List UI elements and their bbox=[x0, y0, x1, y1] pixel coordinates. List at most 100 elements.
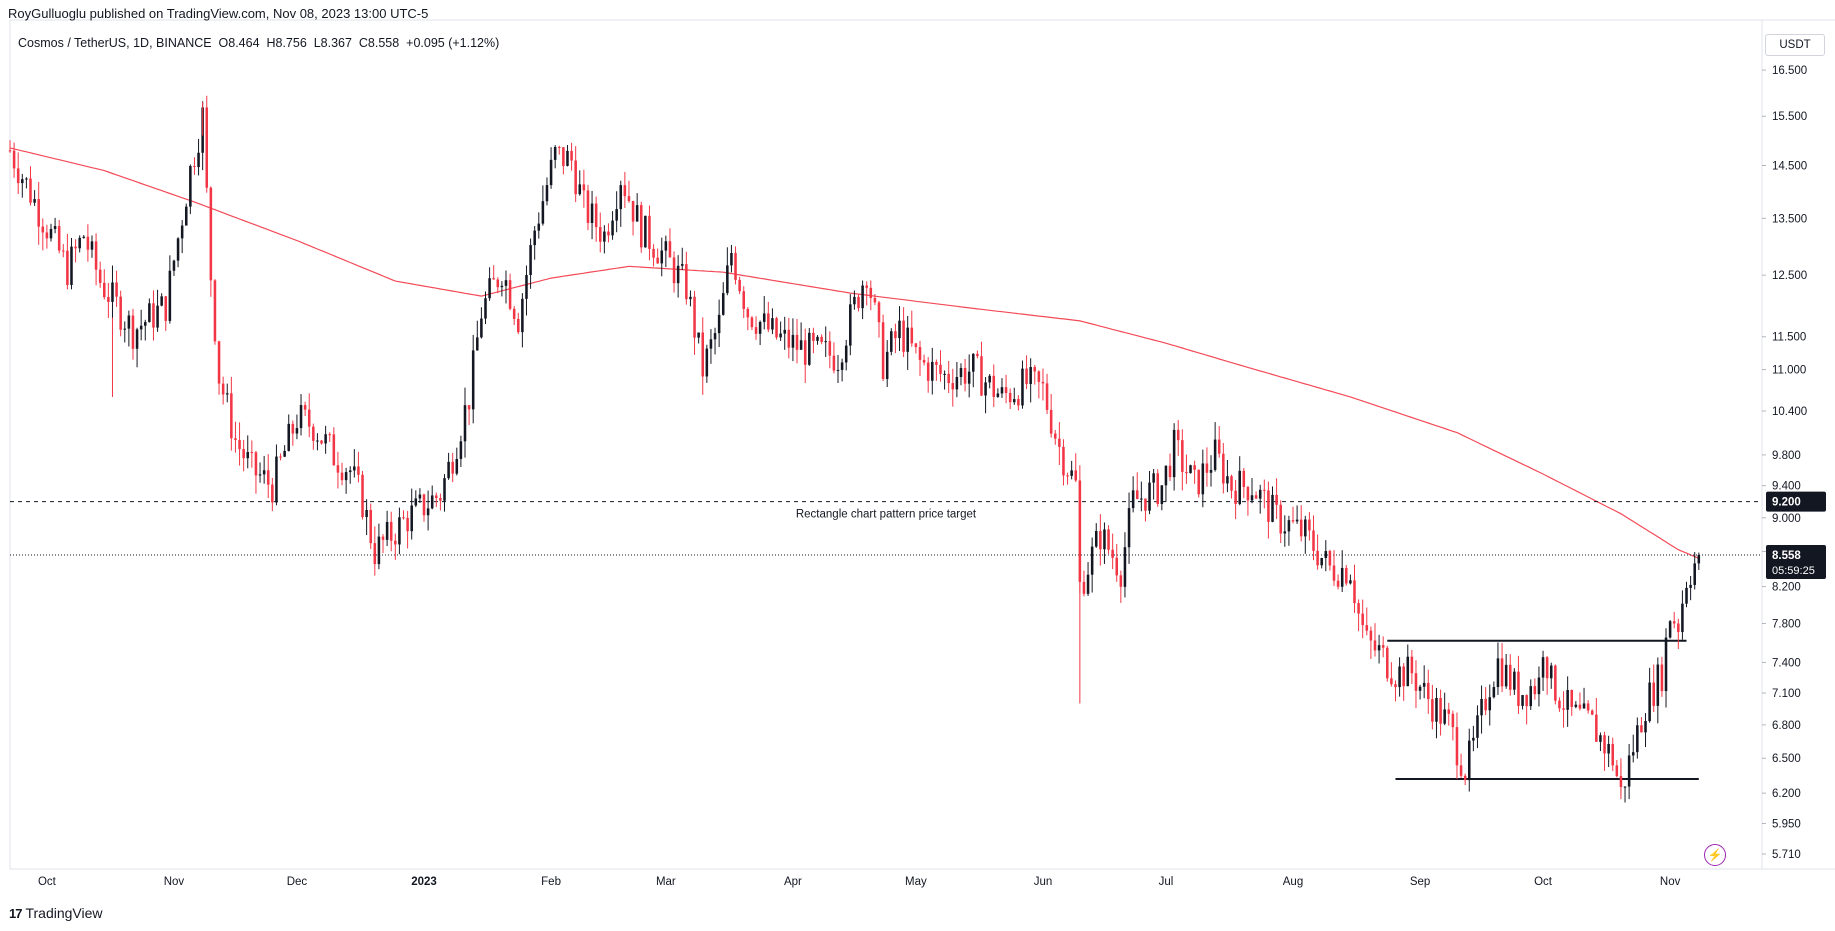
candle-up bbox=[1537, 677, 1541, 695]
candle-down bbox=[492, 278, 495, 280]
candle-down bbox=[1603, 735, 1606, 754]
candle-up bbox=[1693, 563, 1696, 585]
candle-down bbox=[877, 302, 881, 323]
candle-down bbox=[205, 107, 209, 188]
candle-up bbox=[578, 184, 582, 195]
candle-down bbox=[1660, 664, 1664, 692]
candle-up bbox=[955, 377, 959, 390]
candle-up bbox=[1070, 470, 1073, 476]
candle-down bbox=[1611, 743, 1615, 766]
candle-down bbox=[402, 517, 405, 519]
candle-down bbox=[1677, 623, 1680, 633]
candle-up bbox=[1090, 546, 1094, 575]
candle-down bbox=[94, 241, 98, 270]
candle-down bbox=[16, 168, 20, 184]
candle-down bbox=[750, 317, 754, 328]
candle-down bbox=[1176, 429, 1180, 441]
candle-down bbox=[254, 452, 258, 476]
candle-down bbox=[869, 287, 873, 298]
candle-down bbox=[574, 160, 577, 195]
price-axis[interactable]: 16.500 15.500 14.500 13.500 12.500 11.500 11.0… bbox=[1762, 65, 1807, 861]
candle-down bbox=[451, 461, 454, 474]
price-tick-label: 9.800 bbox=[1772, 450, 1801, 462]
candle-up bbox=[160, 296, 163, 306]
candle-down bbox=[1316, 550, 1319, 566]
candle-down bbox=[1004, 387, 1008, 394]
candle-down bbox=[1590, 710, 1594, 715]
time-tick-label: Mar bbox=[656, 876, 676, 888]
price-tick-label: 10.400 bbox=[1772, 406, 1807, 418]
candle-down bbox=[1119, 575, 1123, 587]
currency-button[interactable]: USDT bbox=[1765, 34, 1825, 56]
candle-down bbox=[435, 495, 438, 499]
candle-down bbox=[381, 536, 385, 540]
candle-down bbox=[1353, 580, 1356, 604]
candle-up bbox=[455, 458, 459, 474]
candle-up bbox=[984, 382, 987, 396]
time-tick-label: Feb bbox=[541, 876, 561, 888]
candle-down bbox=[1275, 494, 1278, 505]
candle-down bbox=[1332, 565, 1336, 581]
candle-up bbox=[1295, 519, 1299, 522]
candle-up bbox=[1472, 737, 1475, 741]
candle-up bbox=[721, 293, 725, 315]
candle-down bbox=[29, 178, 32, 203]
candle-up bbox=[533, 230, 536, 246]
candle-up bbox=[1529, 686, 1533, 707]
candle-down bbox=[631, 201, 635, 222]
candle-down bbox=[910, 327, 914, 344]
tradingview-logo[interactable]: 17 TradingView bbox=[9, 905, 103, 921]
candle-down bbox=[832, 355, 836, 371]
price-tick-label: 6.200 bbox=[1772, 788, 1801, 800]
candle-down bbox=[394, 540, 397, 545]
candle-up bbox=[1668, 621, 1672, 638]
candle-down bbox=[607, 231, 610, 236]
candle-up bbox=[1697, 555, 1701, 564]
candle-down bbox=[1652, 682, 1655, 706]
candle-down bbox=[1336, 580, 1340, 587]
candle-up bbox=[324, 434, 327, 444]
candle-up bbox=[824, 341, 827, 343]
candle-up bbox=[1480, 698, 1483, 716]
candle-up bbox=[21, 179, 24, 184]
candle-up bbox=[615, 209, 618, 221]
candle-up bbox=[1627, 755, 1631, 787]
candle-down bbox=[193, 166, 196, 168]
candle-up bbox=[287, 423, 291, 451]
candle-up bbox=[931, 361, 934, 381]
candle-down bbox=[422, 494, 426, 516]
candle-up bbox=[139, 325, 143, 330]
candle-down bbox=[389, 521, 393, 541]
candle-down bbox=[512, 308, 516, 319]
candle-down bbox=[242, 449, 245, 459]
candle-up bbox=[689, 296, 692, 300]
candle-down bbox=[1099, 530, 1102, 550]
candle-down bbox=[230, 393, 233, 439]
candle-up bbox=[1164, 465, 1168, 486]
candle-up bbox=[143, 322, 147, 326]
candle-up bbox=[726, 265, 729, 294]
candle-up bbox=[1631, 752, 1635, 756]
candle-up bbox=[443, 478, 446, 501]
candle-down bbox=[562, 147, 565, 166]
candle-up bbox=[1513, 671, 1516, 690]
time-axis[interactable]: Oct Nov Dec 2023 Feb Mar Apr May Jun Jul Aug Sep Oct… bbox=[38, 876, 1681, 888]
candle-up bbox=[1213, 439, 1217, 470]
candle-down bbox=[656, 257, 659, 264]
candle-down bbox=[1144, 498, 1147, 511]
candle-up bbox=[1599, 735, 1602, 742]
candle-up bbox=[447, 461, 450, 479]
candle-up bbox=[967, 371, 971, 384]
candle-down bbox=[271, 484, 274, 503]
candle-down bbox=[701, 332, 705, 377]
candle-down bbox=[1074, 470, 1078, 481]
candle-up bbox=[791, 334, 795, 348]
bolt-icon[interactable]: ⚡ bbox=[1704, 844, 1726, 866]
candle-down bbox=[787, 329, 791, 348]
candle-down bbox=[894, 331, 897, 339]
candle-up bbox=[844, 345, 848, 363]
candle-up bbox=[890, 331, 893, 352]
candle-down bbox=[1517, 671, 1520, 706]
time-tick-label: Jul bbox=[1159, 876, 1174, 888]
